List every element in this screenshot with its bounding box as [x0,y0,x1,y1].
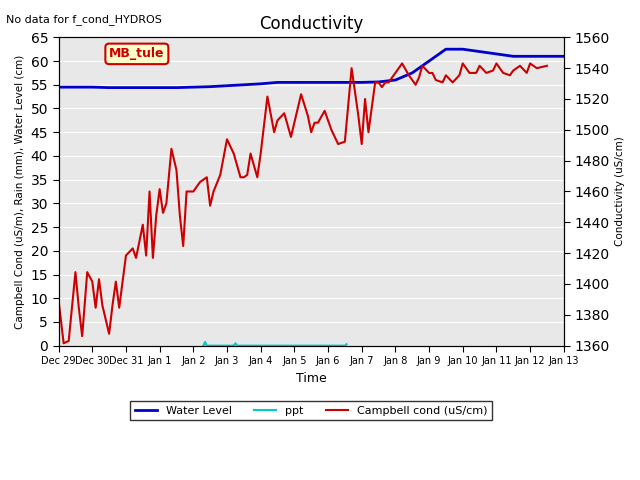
X-axis label: Time: Time [296,372,326,384]
Y-axis label: Campbell Cond (uS/m), Rain (mm), Water Level (cm): Campbell Cond (uS/m), Rain (mm), Water L… [15,54,25,329]
Title: Conductivity: Conductivity [259,15,364,33]
Y-axis label: Conductivity (uS/cm): Conductivity (uS/cm) [615,137,625,246]
Legend: Water Level, ppt, Campbell cond (uS/cm): Water Level, ppt, Campbell cond (uS/cm) [131,401,492,420]
Text: MB_tule: MB_tule [109,48,164,60]
Text: No data for f_cond_HYDROS: No data for f_cond_HYDROS [6,14,163,25]
